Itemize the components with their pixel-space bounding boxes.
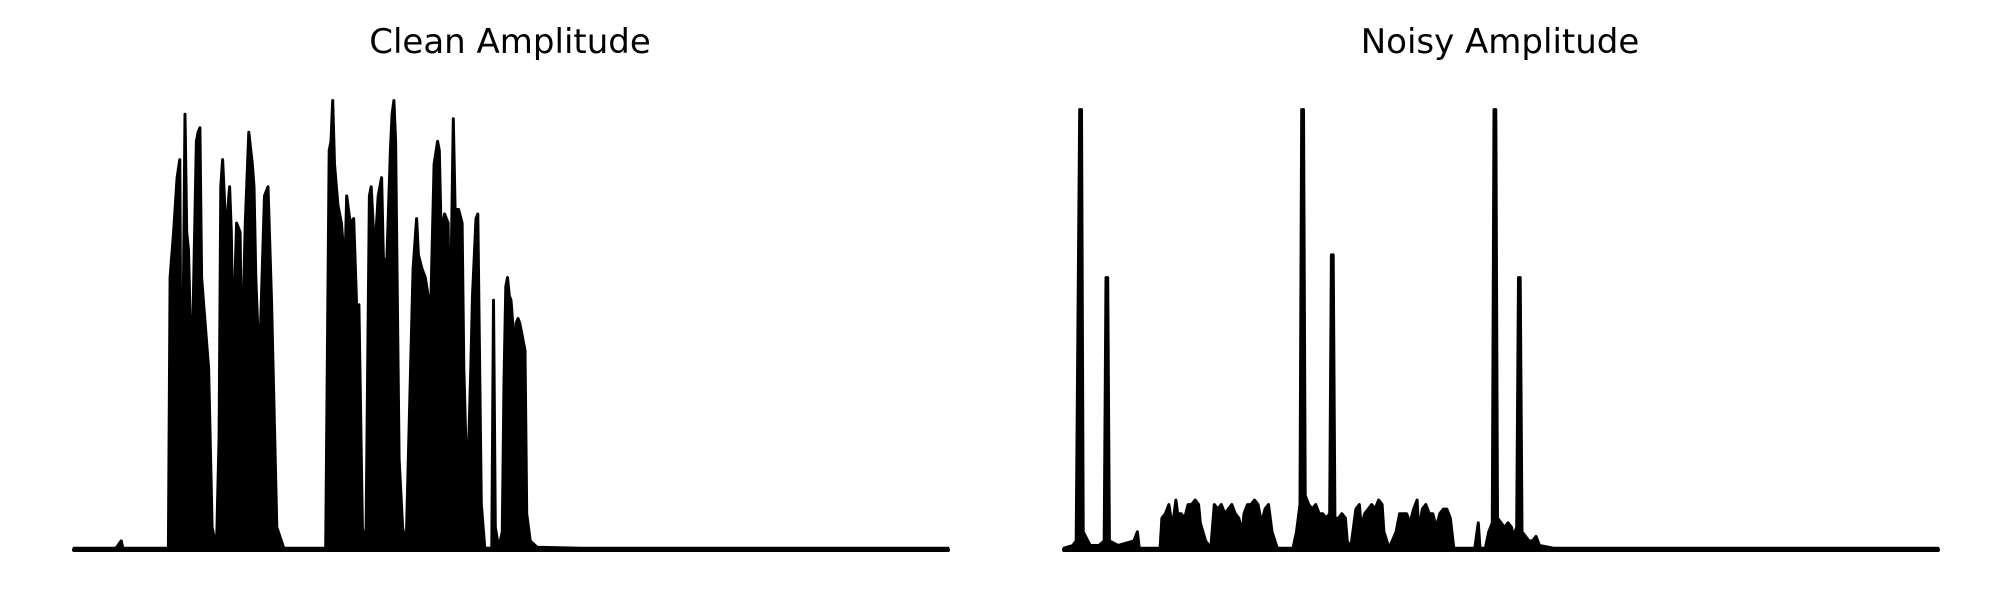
clean-amplitude-waveform — [72, 99, 950, 552]
noisy-amplitude-chart — [1062, 108, 1940, 552]
clean-amplitude-chart — [72, 99, 950, 552]
clean-amplitude-title: Clean Amplitude — [369, 22, 651, 62]
noisy-amplitude-panel: Noisy Amplitude — [1000, 0, 2000, 600]
clean-amplitude-panel: Clean Amplitude — [72, 22, 950, 552]
noisy-amplitude-title: Noisy Amplitude — [1360, 22, 1640, 62]
noisy-amplitude-waveform — [1062, 108, 1940, 552]
